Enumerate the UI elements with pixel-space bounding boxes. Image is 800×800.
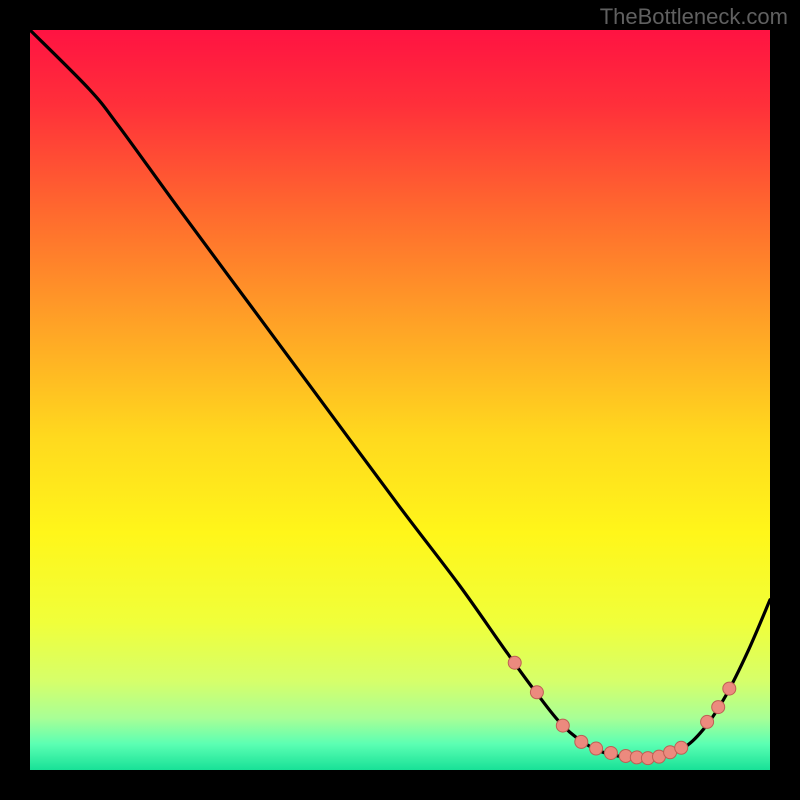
plot-svg	[30, 30, 770, 770]
plot-area	[30, 30, 770, 770]
curve-marker	[575, 735, 588, 748]
curve-marker	[590, 742, 603, 755]
curve-marker	[604, 746, 617, 759]
curve-marker	[701, 715, 714, 728]
curve-marker	[712, 701, 725, 714]
watermark-label: TheBottleneck.com	[600, 4, 788, 30]
curve-marker	[675, 741, 688, 754]
chart-stage: TheBottleneck.com	[0, 0, 800, 800]
curve-marker	[530, 686, 543, 699]
gradient-background	[30, 30, 770, 770]
curve-marker	[556, 719, 569, 732]
curve-marker	[723, 682, 736, 695]
curve-marker	[508, 656, 521, 669]
